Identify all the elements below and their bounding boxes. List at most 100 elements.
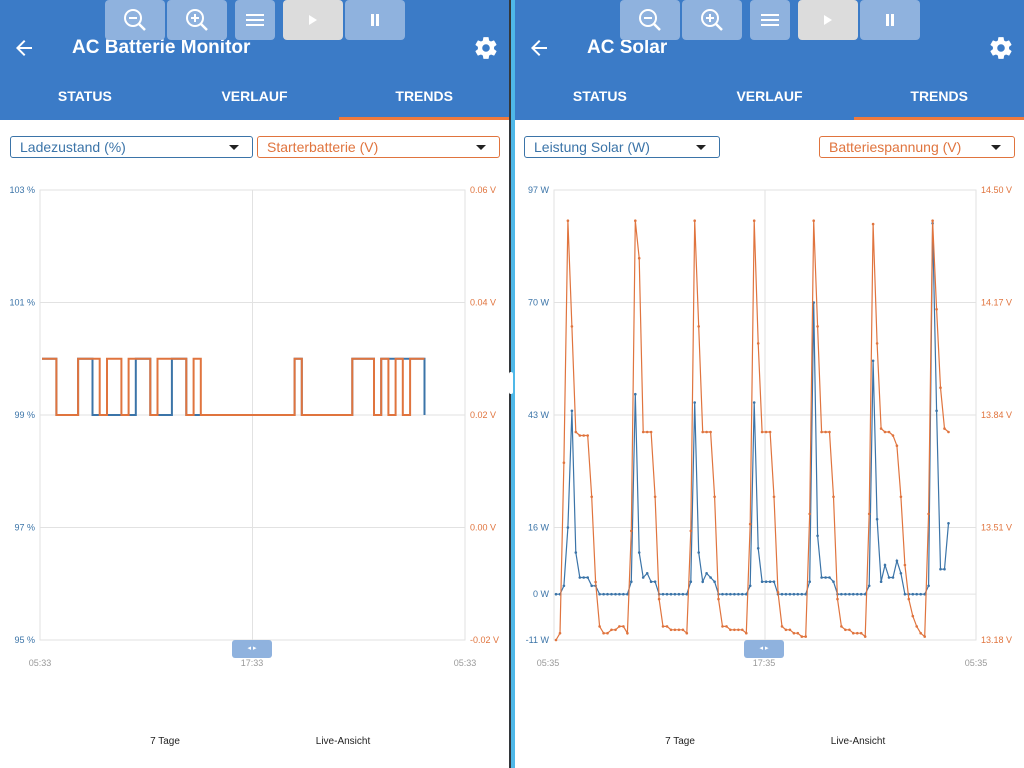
data-point-right — [657, 597, 661, 601]
chevron-down-icon — [229, 145, 239, 150]
right-series-value: Starterbatterie (V) — [267, 139, 379, 155]
zoom-range-label: 7 Tage — [665, 736, 695, 747]
data-point-right — [729, 628, 732, 632]
data-point-right — [871, 222, 875, 226]
tab-status[interactable]: STATUS — [57, 88, 112, 104]
data-point-right — [653, 495, 657, 499]
left-tick-label: 97 W — [528, 185, 550, 195]
data-point-right — [907, 597, 911, 601]
pause-button[interactable] — [860, 0, 920, 40]
data-point-left — [661, 592, 665, 596]
data-point-right — [768, 430, 772, 434]
x-tick-label: 17:35 — [753, 658, 776, 668]
data-point-right — [844, 628, 847, 632]
data-point-left — [622, 592, 625, 596]
right-tick-label: -0.02 V — [470, 635, 499, 645]
data-point-right — [665, 625, 669, 628]
data-point-left — [863, 592, 867, 596]
data-point-left — [713, 580, 716, 583]
data-point-right — [685, 631, 689, 635]
data-point-left — [867, 584, 871, 588]
data-point-right — [645, 430, 649, 434]
data-point-right — [610, 628, 613, 632]
tab-trends[interactable]: TRENDS — [854, 74, 1024, 120]
data-point-left — [784, 592, 788, 596]
right-series-select[interactable]: Batteriespannung (V) — [819, 136, 1015, 158]
tab-verlauf[interactable]: VERLAUF — [221, 88, 288, 104]
data-point-right — [840, 625, 843, 628]
data-point-left — [899, 572, 903, 575]
data-point-left — [578, 576, 582, 579]
data-point-right — [733, 628, 736, 632]
data-point-left — [939, 567, 942, 571]
data-point-right — [622, 625, 625, 628]
chart-scroll-handle[interactable]: ◂ ▸ — [744, 640, 784, 658]
data-point-right — [709, 430, 712, 434]
data-point-right — [721, 625, 724, 628]
data-point-left — [673, 592, 677, 596]
series-line-right — [555, 220, 949, 641]
divider-handle[interactable] — [509, 372, 513, 394]
play-button[interactable] — [283, 0, 343, 40]
right-tick-label: 0.00 V — [470, 523, 496, 533]
left-tick-label: 16 W — [528, 523, 550, 533]
data-point-right — [816, 325, 819, 328]
data-point-left — [792, 592, 796, 596]
tab-status[interactable]: STATUS — [572, 88, 627, 104]
zoom-out-button[interactable] — [620, 0, 680, 40]
tab-bar: STATUS VERLAUF TRENDS — [0, 74, 509, 120]
zoom-in-button[interactable] — [167, 0, 227, 40]
right-tick-label: 13.84 V — [981, 410, 1012, 420]
data-point-right — [887, 430, 891, 434]
gear-icon[interactable] — [473, 35, 499, 61]
data-point-left — [649, 580, 653, 583]
x-tick-label: 05:33 — [29, 658, 52, 668]
data-point-left — [752, 401, 756, 404]
tab-trends[interactable]: TRENDS — [339, 74, 509, 120]
arrow-left-icon[interactable] — [12, 36, 36, 60]
chart-scroll-handle[interactable]: ◂ ▸ — [232, 640, 272, 658]
data-point-right — [602, 631, 605, 635]
data-point-right — [578, 434, 582, 437]
data-point-left — [760, 580, 764, 583]
data-point-right — [582, 434, 585, 437]
left-tick-label: 99 % — [14, 410, 35, 420]
data-point-left — [637, 551, 641, 554]
trend-chart[interactable]: 97 W 70 W 43 W 16 W 0 W -11 W 14.50 V 14.17 V 13… — [515, 176, 1024, 676]
data-point-right — [590, 495, 593, 499]
data-point-left — [848, 592, 851, 596]
zoom-out-icon — [124, 9, 146, 31]
play-icon — [824, 15, 832, 25]
data-point-left — [808, 580, 811, 583]
data-point-right — [911, 614, 915, 618]
play-button[interactable] — [798, 0, 858, 40]
menu-button[interactable] — [235, 0, 275, 40]
data-point-right — [661, 625, 665, 628]
zoom-out-button[interactable] — [105, 0, 165, 40]
data-point-left — [875, 517, 879, 521]
pause-button[interactable] — [345, 0, 405, 40]
gear-icon[interactable] — [988, 35, 1014, 61]
trend-chart[interactable]: 103 % 101 % 99 % 97 % 95 % 0.06 V 0.04 V 0.02 V… — [0, 176, 509, 676]
data-point-left — [566, 526, 570, 529]
left-series-select[interactable]: Leistung Solar (W) — [524, 136, 720, 158]
data-point-right — [792, 631, 796, 635]
right-tick-label: 14.17 V — [981, 298, 1012, 308]
data-point-left — [602, 592, 605, 596]
data-point-right — [673, 628, 677, 632]
data-point-left — [788, 592, 792, 596]
left-tick-label: 103 % — [9, 185, 35, 195]
tab-verlauf[interactable]: VERLAUF — [736, 88, 803, 104]
arrow-left-icon[interactable] — [527, 36, 551, 60]
zoom-in-button[interactable] — [682, 0, 742, 40]
right-tick-label: 0.04 V — [470, 298, 496, 308]
left-series-select[interactable]: Ladezustand (%) — [10, 136, 253, 158]
menu-button[interactable] — [750, 0, 790, 40]
left-series-value: Leistung Solar (W) — [534, 139, 650, 155]
data-point-right — [562, 461, 566, 465]
data-point-right — [649, 430, 653, 434]
right-series-select[interactable]: Starterbatterie (V) — [257, 136, 500, 158]
data-point-right — [812, 219, 815, 222]
data-point-left — [562, 584, 566, 588]
data-point-right — [804, 635, 807, 638]
